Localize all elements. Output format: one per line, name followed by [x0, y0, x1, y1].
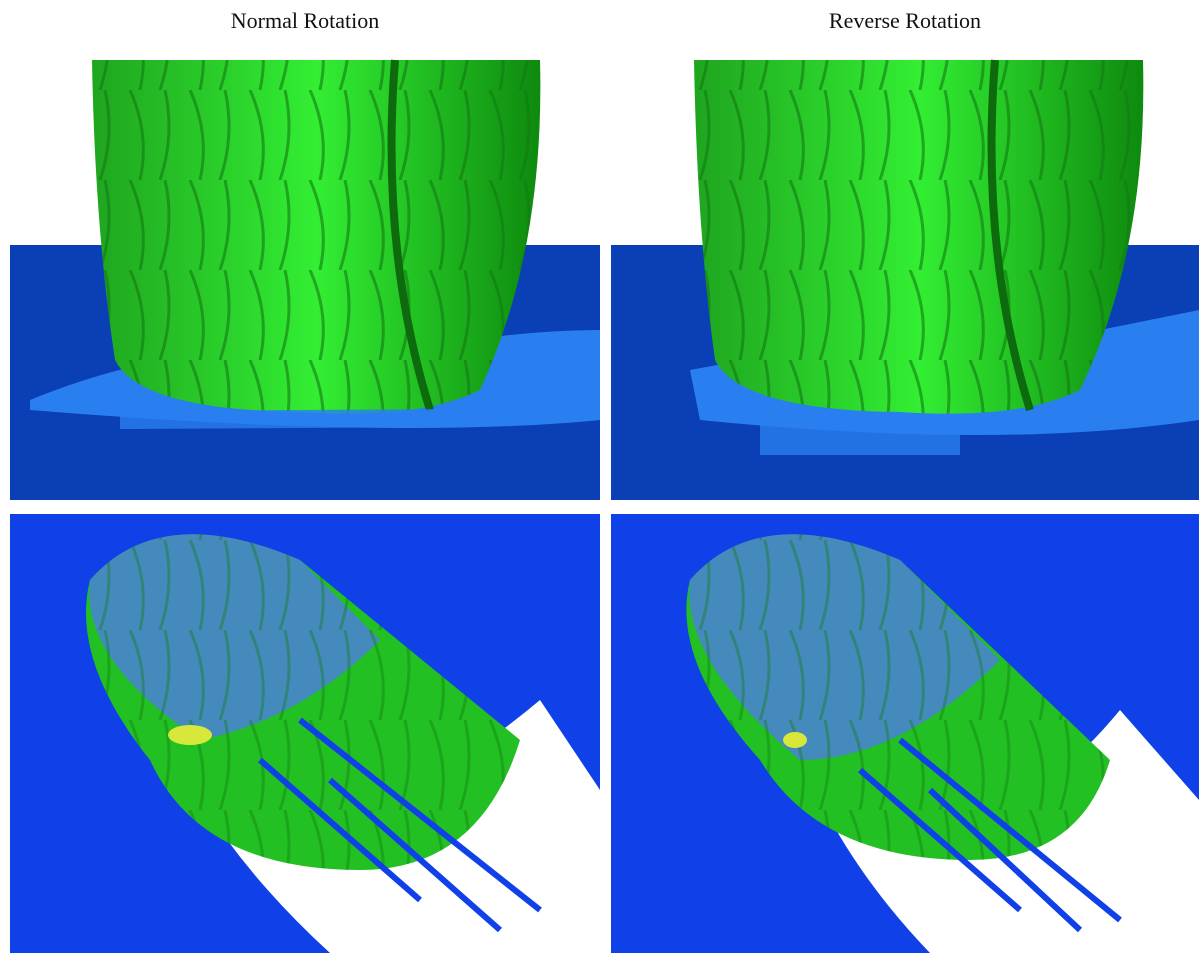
column-title: Reverse Rotation — [829, 8, 981, 33]
panel-normal-top — [10, 514, 600, 953]
page: Normal Rotation Reverse Rotation — [0, 0, 1199, 953]
panel-normal-side — [10, 60, 600, 500]
panel-reverse-top — [611, 514, 1199, 953]
figure: Normal Rotation Reverse Rotation — [0, 0, 1199, 953]
panel-reverse-side — [611, 60, 1199, 500]
column-title: Normal Rotation — [231, 8, 379, 33]
